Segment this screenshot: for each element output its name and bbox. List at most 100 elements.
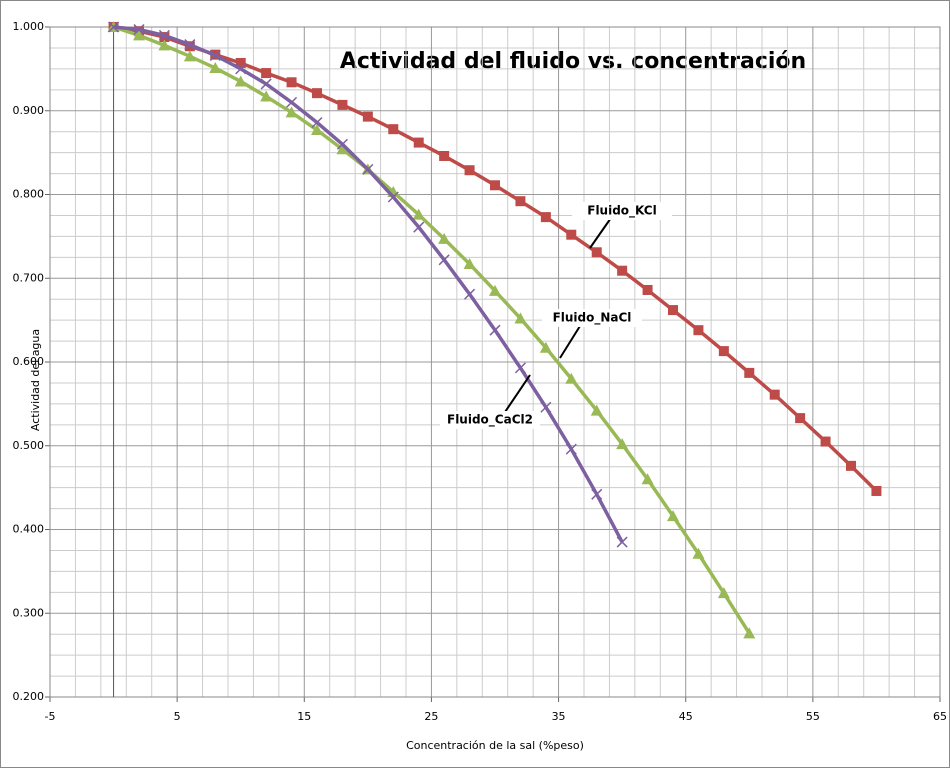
series-label: Fluido_NaCl [553, 311, 632, 326]
marker [743, 627, 756, 639]
marker [489, 284, 501, 296]
marker [413, 221, 425, 233]
marker [769, 389, 780, 400]
marker [413, 137, 424, 148]
y-tick-label: 0.400 [13, 523, 45, 536]
marker [336, 143, 349, 155]
marker [539, 341, 552, 353]
marker [312, 88, 322, 99]
marker [514, 362, 526, 374]
marker [591, 488, 603, 500]
marker [412, 208, 425, 220]
marker [260, 90, 273, 102]
y-axis-label: Actividad del agua [29, 329, 42, 431]
label-bg [440, 411, 540, 429]
chart-title: Actividad del fluido vs. concentración [340, 49, 806, 74]
marker [108, 21, 120, 33]
marker [617, 265, 628, 276]
y-tick-label: 0.200 [13, 690, 45, 703]
marker [261, 68, 272, 79]
marker [820, 436, 831, 447]
marker [438, 254, 450, 266]
marker [439, 150, 450, 161]
x-tick-label: 45 [679, 710, 693, 723]
y-tick-label: 0.800 [13, 188, 45, 201]
marker [464, 288, 476, 300]
marker [514, 312, 527, 324]
marker [490, 180, 500, 191]
marker [590, 404, 603, 416]
x-tick-label: 65 [933, 710, 947, 723]
y-tick-label: 0.300 [13, 606, 45, 619]
marker [616, 536, 628, 548]
marker [234, 75, 247, 87]
marker [693, 325, 704, 336]
x-axis-label: Concentración de la sal (%peso) [406, 739, 584, 752]
y-tick-label: 0.600 [13, 355, 45, 368]
marker [717, 587, 730, 599]
marker [540, 401, 552, 413]
marker [718, 346, 729, 357]
leader-line [504, 374, 531, 413]
label-bg [572, 202, 672, 220]
marker [209, 49, 221, 62]
marker [311, 124, 323, 136]
marker [286, 96, 298, 108]
marker [489, 324, 501, 336]
marker [871, 485, 882, 496]
marker [388, 124, 399, 135]
y-tick-label: 1.000 [13, 20, 45, 33]
x-tick-label: 35 [552, 710, 566, 723]
x-tick-label: 55 [806, 710, 820, 723]
y-tick-label: 0.500 [13, 439, 45, 452]
marker [641, 473, 654, 485]
marker [183, 50, 196, 62]
marker [464, 165, 475, 176]
x-tick-label: 5 [174, 710, 181, 723]
marker [311, 116, 323, 129]
label-bg [542, 309, 642, 327]
marker [642, 284, 653, 295]
marker [515, 196, 526, 207]
x-tick-label: -5 [45, 710, 56, 723]
series-label: Fluido_CaCl2 [447, 413, 533, 428]
x-tick-label: 25 [424, 710, 438, 723]
marker [565, 443, 577, 455]
marker [260, 78, 272, 90]
y-tick-label: 0.900 [13, 104, 45, 117]
marker [133, 23, 145, 36]
marker [463, 258, 476, 270]
marker [209, 62, 222, 74]
marker [286, 77, 297, 88]
marker [668, 305, 678, 316]
marker [285, 106, 298, 118]
marker [362, 111, 373, 122]
y-tick-label: 0.700 [13, 271, 45, 284]
series-label: Fluido_KCl [587, 204, 656, 219]
x-tick-label: 15 [297, 710, 311, 723]
leader-line [589, 214, 614, 249]
marker [565, 372, 578, 384]
marker [744, 367, 755, 378]
marker [795, 413, 806, 424]
marker [235, 58, 246, 69]
marker [184, 39, 196, 51]
marker [362, 163, 374, 175]
marker [692, 547, 705, 559]
marker [667, 510, 679, 522]
marker [235, 63, 247, 75]
marker [616, 438, 629, 450]
marker [336, 138, 348, 150]
marker [438, 232, 451, 244]
marker [158, 29, 170, 41]
leader-line [559, 325, 581, 359]
marker [846, 460, 856, 471]
marker [591, 247, 602, 258]
marker [158, 39, 171, 51]
marker [387, 191, 399, 203]
marker [540, 212, 551, 223]
marker [133, 29, 145, 41]
marker [337, 99, 348, 110]
